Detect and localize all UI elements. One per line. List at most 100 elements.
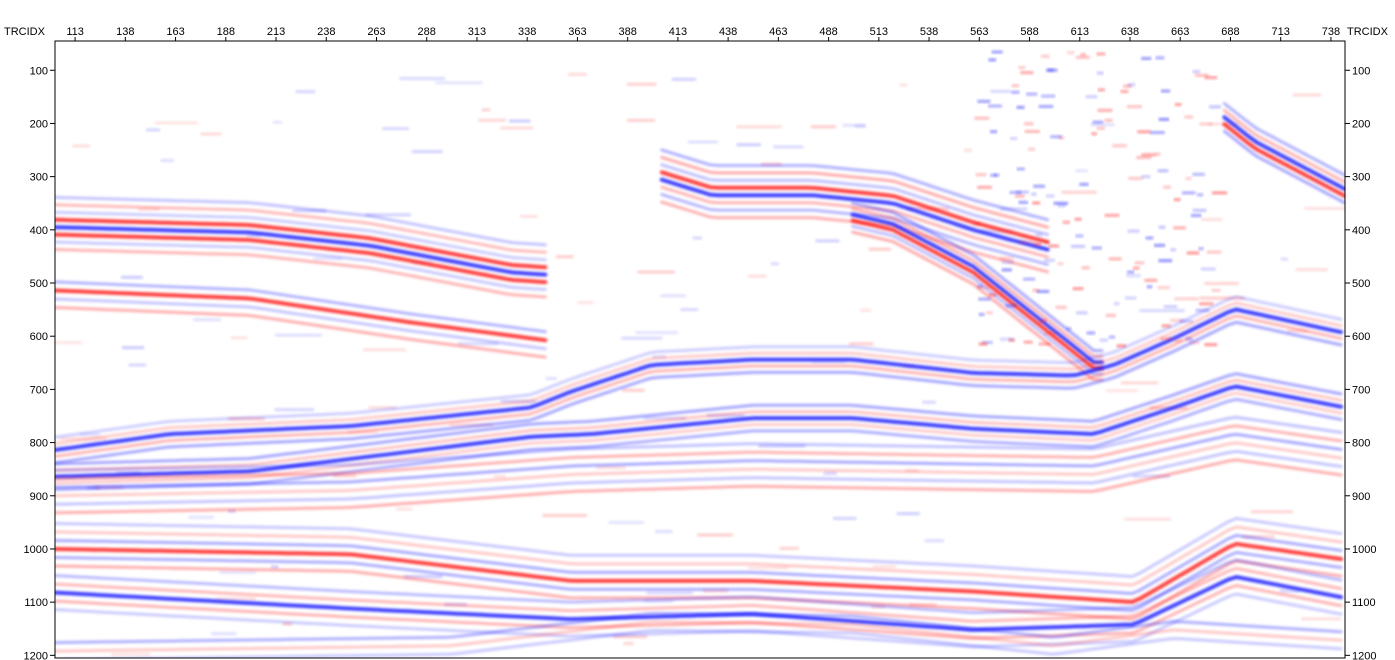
noise-streak (671, 77, 697, 81)
chaotic-reflection (1009, 137, 1018, 141)
chaotic-reflection (1047, 68, 1055, 72)
reflector-band (55, 449, 1343, 506)
chaotic-reflection (1057, 262, 1064, 266)
noise-streak (1174, 297, 1199, 301)
chaotic-reflection (1022, 277, 1036, 281)
chaotic-reflection (1197, 247, 1205, 251)
time-tick-label: 100 (1352, 65, 1370, 77)
chaotic-reflection (1108, 257, 1122, 261)
reflector-band (55, 314, 1343, 458)
chaotic-reflection (1126, 105, 1143, 109)
trace-tick-label: 288 (418, 26, 436, 38)
seismic-section[interactable] (55, 50, 1348, 659)
chaotic-reflection (1038, 319, 1047, 323)
trace-tick-label: 738 (1322, 26, 1340, 38)
chaotic-reflection (988, 58, 997, 62)
noise-streak (924, 539, 945, 543)
reflector-band (55, 295, 1343, 439)
chaotic-reflection (1190, 214, 1202, 218)
reflector-band (55, 558, 1343, 615)
chaotic-reflection (1079, 53, 1087, 57)
chaotic-reflection (1040, 94, 1056, 98)
noise-streak (848, 342, 874, 346)
chaotic-reflection (1132, 266, 1140, 270)
reflector-band (55, 525, 1343, 587)
chaotic-reflection (1070, 244, 1086, 248)
trace-tick-label: 113 (66, 26, 84, 38)
noise-streak (555, 255, 574, 259)
time-axis-right: 100 200 300 400 500 600 700 800 900 1000 1100 1200 (1345, 65, 1376, 660)
chaotic-reflection (1189, 341, 1200, 345)
chaotic-reflection (1154, 152, 1161, 156)
reflector-band (851, 224, 1104, 376)
chaotic-reflection (1065, 327, 1072, 331)
reflector-band (850, 212, 1104, 365)
noise-streak (1105, 389, 1139, 393)
chaotic-reflection (1173, 226, 1187, 230)
chaotic-reflection (1134, 261, 1145, 265)
noise-streak (595, 466, 626, 470)
trace-tick-label: 413 (669, 26, 687, 38)
noise-streak (1061, 190, 1098, 194)
reflector-band (55, 397, 1343, 491)
noise-streak (210, 632, 237, 636)
time-tick-label: 500 (30, 278, 48, 290)
chaotic-reflection (1141, 153, 1156, 157)
trace-tick-label: 463 (769, 26, 787, 38)
time-tick-label: 1200 (1352, 650, 1376, 660)
noise-streak (621, 336, 663, 340)
chaotic-reflection (1057, 204, 1066, 208)
time-tick-label: 400 (1352, 225, 1370, 237)
noise-streak (687, 140, 719, 144)
plot-frame (54, 40, 1346, 659)
chaotic-reflection (1066, 51, 1075, 55)
noise-streak (145, 128, 161, 132)
chaotic-reflection (1092, 120, 1104, 124)
chaotic-reflection (1153, 243, 1166, 247)
reflector-band (659, 177, 1050, 252)
chaotic-reflection (977, 185, 993, 189)
trace-tick-label: 488 (819, 26, 837, 38)
chaotic-reflection (1108, 335, 1116, 339)
noise-streak (736, 125, 782, 129)
chaotic-reflection (1141, 175, 1151, 179)
noise-streak (1090, 123, 1115, 127)
time-tick-label: 1000 (24, 544, 48, 556)
noise-streak (626, 118, 655, 122)
chaotic-reflection (1162, 185, 1172, 189)
noise-streak (1200, 217, 1223, 221)
noise-streak (1280, 257, 1289, 261)
reflector-band (55, 384, 1343, 479)
noise-streak (128, 363, 147, 367)
chaotic-reflection (1185, 337, 1193, 341)
chaotic-reflection (977, 286, 991, 290)
chaotic-reflection (1145, 236, 1154, 240)
reflector-band (1222, 115, 1345, 192)
chaotic-reflection (1049, 135, 1063, 139)
reflector-band (55, 240, 547, 291)
trace-tick-label: 338 (518, 26, 536, 38)
noise-streak (457, 342, 499, 346)
chaotic-reflection (1035, 233, 1043, 237)
time-tick-label: 100 (30, 65, 48, 77)
chaotic-reflection (1208, 105, 1222, 109)
chaotic-reflection (978, 312, 985, 316)
time-tick-label: 1100 (24, 597, 48, 609)
reflector-band (55, 516, 1343, 579)
noise-streak (810, 125, 837, 129)
noise-streak (508, 119, 531, 123)
chaotic-reflection (1055, 305, 1067, 309)
chaotic-reflection (1001, 268, 1013, 272)
chaotic-reflection (1009, 190, 1022, 194)
reflector-band (851, 201, 1104, 353)
chaotic-reflection (1005, 304, 1017, 308)
time-tick-label: 300 (1352, 172, 1370, 184)
chaotic-reflection (1014, 194, 1025, 198)
time-tick-label: 200 (30, 118, 48, 130)
noise-streak (110, 652, 151, 656)
chaotic-reflection (1104, 213, 1120, 217)
chaotic-reflection (999, 256, 1014, 260)
noise-streak (868, 247, 892, 251)
reflector-band (55, 592, 1343, 649)
